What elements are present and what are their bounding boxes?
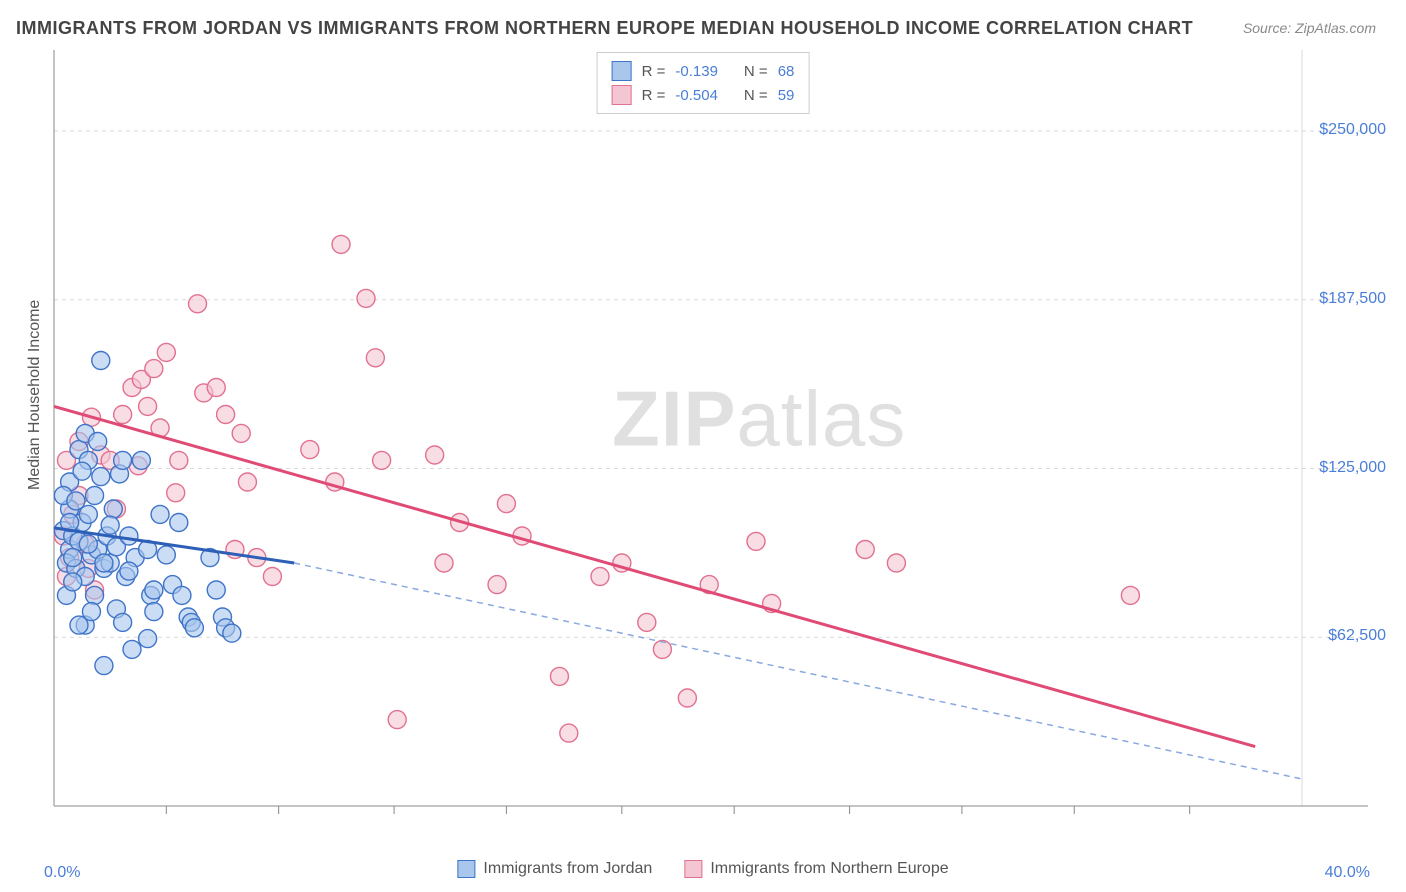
legend-label-jordan: Immigrants from Jordan (483, 860, 652, 878)
n-value-jordan: 68 (778, 63, 795, 80)
legend-item-jordan: Immigrants from Jordan (457, 860, 652, 878)
series-legend: Immigrants from Jordan Immigrants from N… (457, 860, 948, 878)
correlation-row-jordan: R = -0.139 N = 68 (612, 59, 795, 83)
swatch-northern-europe (612, 85, 632, 105)
y-axis-label: Median Household Income (26, 300, 44, 490)
y-tick-label: $250,000 (1319, 121, 1386, 139)
chart-area (48, 50, 1368, 820)
legend-item-ne: Immigrants from Northern Europe (684, 860, 948, 878)
n-value-ne: 59 (778, 87, 795, 104)
swatch-northern-europe (684, 860, 702, 878)
swatch-jordan (612, 61, 632, 81)
legend-label-ne: Immigrants from Northern Europe (710, 860, 948, 878)
correlation-legend: R = -0.139 N = 68 R = -0.504 N = 59 (597, 52, 810, 114)
chart-title: IMMIGRANTS FROM JORDAN VS IMMIGRANTS FRO… (16, 18, 1193, 39)
source-attribution: Source: ZipAtlas.com (1243, 20, 1376, 36)
y-tick-label: $125,000 (1319, 459, 1386, 477)
correlation-row-ne: R = -0.504 N = 59 (612, 83, 795, 107)
r-value-jordan: -0.139 (675, 63, 718, 80)
y-tick-label: $187,500 (1319, 290, 1386, 308)
y-tick-label: $62,500 (1328, 627, 1386, 645)
n-label: N = (744, 63, 768, 80)
r-value-ne: -0.504 (675, 87, 718, 104)
x-axis-max-label: 40.0% (1325, 864, 1370, 882)
swatch-jordan (457, 860, 475, 878)
x-axis-min-label: 0.0% (44, 864, 80, 882)
r-label: R = (642, 63, 666, 80)
n-label: N = (744, 87, 768, 104)
r-label: R = (642, 87, 666, 104)
scatter-chart-svg (48, 50, 1368, 820)
